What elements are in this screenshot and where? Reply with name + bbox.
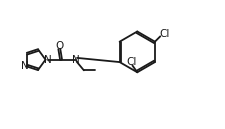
Text: Cl: Cl [126,57,136,67]
Text: O: O [55,41,63,51]
Text: N: N [71,55,79,65]
Text: Cl: Cl [159,29,169,39]
Text: N: N [44,55,52,65]
Text: N: N [21,61,28,71]
